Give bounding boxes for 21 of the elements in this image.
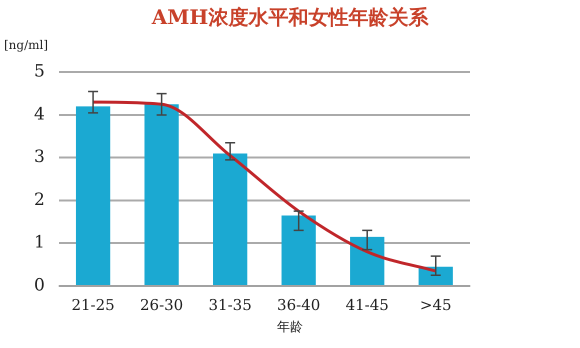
y-axis-title: [ng/ml]	[4, 38, 48, 52]
x-tick-label: 36-40	[277, 296, 320, 314]
bar	[282, 215, 316, 285]
y-tick-label: 1	[34, 232, 45, 253]
chart-title: AMH浓度水平和女性年龄关系	[150, 4, 430, 31]
y-tick-label: 4	[34, 104, 45, 124]
y-tick-label: 5	[34, 62, 45, 82]
x-tick-label: 41-45	[346, 296, 389, 314]
x-axis-title: 年龄	[276, 319, 304, 336]
y-tick-label: 0	[34, 275, 45, 296]
y-tick-label: 3	[34, 147, 45, 168]
x-tick-label: >45	[420, 296, 452, 314]
bar	[76, 106, 110, 285]
x-tick-label: 26-30	[140, 296, 184, 314]
bar	[213, 153, 248, 285]
x-tick-label: 21-25	[71, 296, 115, 314]
y-tick-label: 2	[34, 190, 45, 210]
bar	[350, 236, 384, 285]
line-series	[92, 100, 438, 273]
bar	[144, 104, 179, 285]
x-tick-label: 31-35	[208, 296, 252, 314]
